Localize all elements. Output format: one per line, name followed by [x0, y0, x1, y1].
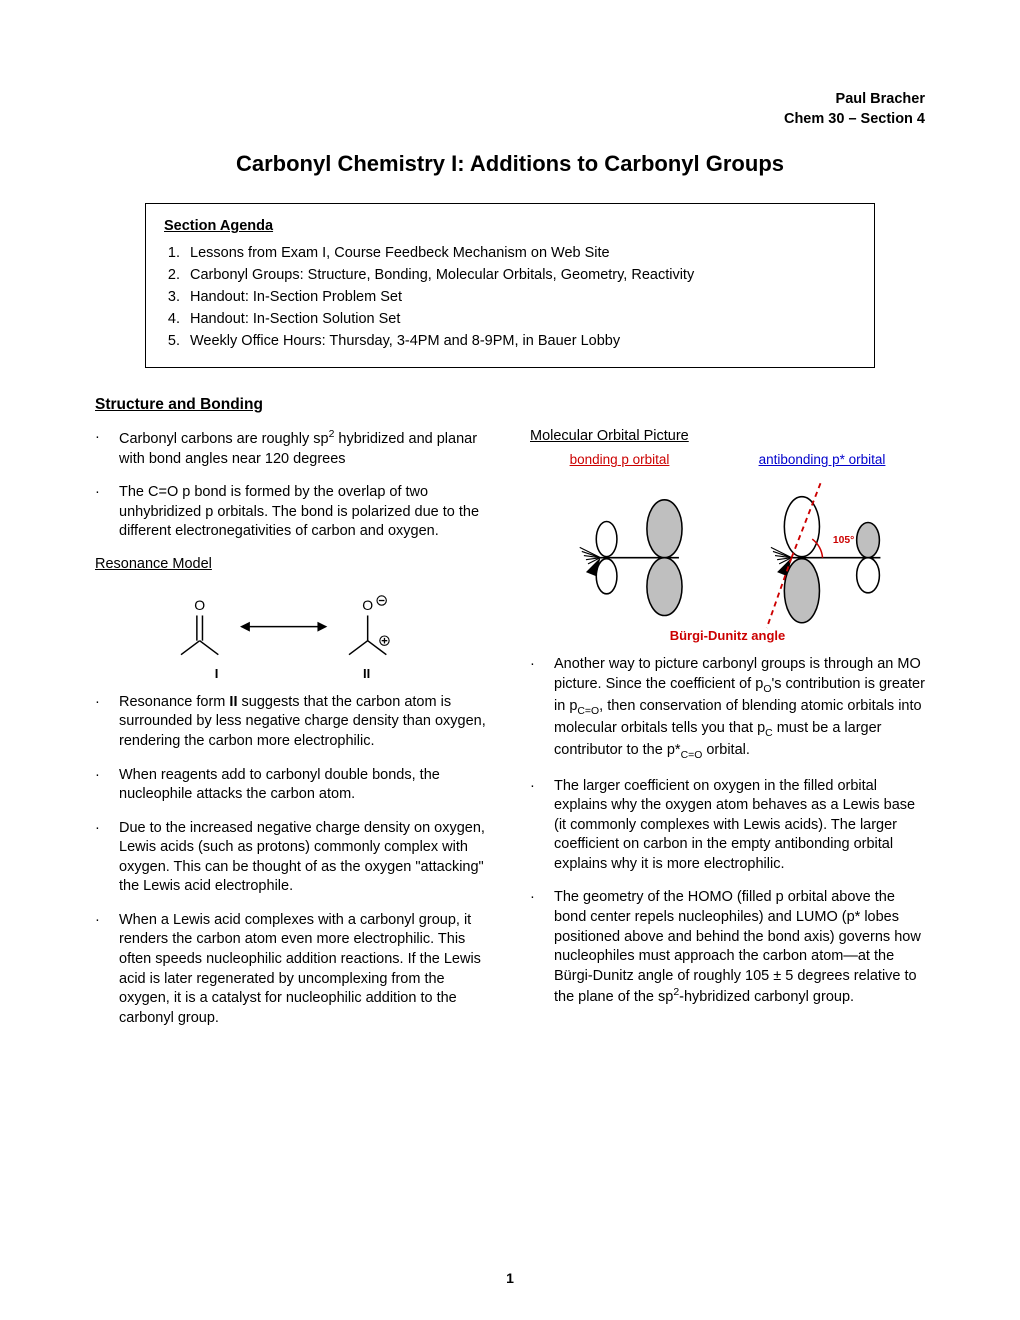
- bullet: When reagents add to carbonyl double bon…: [95, 766, 490, 805]
- bullet: Another way to picture carbonyl groups i…: [530, 655, 925, 762]
- agenda-item: Handout: In-Section Problem Set: [184, 287, 856, 308]
- left-column: Carbonyl carbons are roughly sp2 hybridi…: [95, 428, 490, 1042]
- section-heading: Structure and Bonding: [95, 396, 925, 414]
- svg-text:O: O: [194, 597, 205, 613]
- resonance-diagram: O O: [143, 580, 443, 664]
- agenda-heading: Section Agenda: [164, 216, 856, 237]
- bonding-label: bonding p orbital: [570, 452, 670, 467]
- agenda-item: Lessons from Exam I, Course Feedbeck Mec…: [184, 243, 856, 264]
- resonance-label-1: I: [215, 666, 219, 681]
- agenda-item: Handout: In-Section Solution Set: [184, 309, 856, 330]
- right-column: Molecular Orbital Picture bonding p orbi…: [530, 428, 925, 1042]
- author-name: Paul Bracher: [95, 90, 925, 110]
- resonance-heading: Resonance Model: [95, 556, 490, 572]
- mo-labels: bonding p orbital antibonding p* orbital: [530, 452, 925, 467]
- bullet: When a Lewis acid complexes with a carbo…: [95, 911, 490, 1028]
- agenda-list: Lessons from Exam I, Course Feedbeck Mec…: [164, 243, 856, 352]
- angle-value: 105°: [833, 535, 854, 546]
- orbital-diagram: 105°: [530, 475, 925, 630]
- header-block: Paul Bracher Chem 30 – Section 4: [95, 90, 925, 129]
- bullet: The larger coefficient on oxygen in the …: [530, 777, 925, 875]
- page-number: 1: [0, 1270, 1020, 1286]
- resonance-label-2: II: [363, 666, 370, 681]
- svg-text:O: O: [362, 597, 373, 613]
- bullet: Resonance form II suggests that the carb…: [95, 693, 490, 752]
- bullet: Carbonyl carbons are roughly sp2 hybridi…: [95, 428, 490, 469]
- course-line: Chem 30 – Section 4: [95, 110, 925, 130]
- burgi-dunitz-label: Bürgi-Dunitz angle: [530, 628, 925, 643]
- bullet: The geometry of the HOMO (filled p orbit…: [530, 888, 925, 1007]
- agenda-box: Section Agenda Lessons from Exam I, Cour…: [145, 203, 875, 368]
- mo-heading: Molecular Orbital Picture: [530, 428, 925, 444]
- bullet: The C=O p bond is formed by the overlap …: [95, 483, 490, 542]
- antibonding-label: antibonding p* orbital: [759, 452, 886, 467]
- two-column-body: Carbonyl carbons are roughly sp2 hybridi…: [95, 428, 925, 1042]
- agenda-item: Carbonyl Groups: Structure, Bonding, Mol…: [184, 265, 856, 286]
- page-title: Carbonyl Chemistry I: Additions to Carbo…: [95, 151, 925, 177]
- bullet: Due to the increased negative charge den…: [95, 819, 490, 897]
- agenda-item: Weekly Office Hours: Thursday, 3-4PM and…: [184, 331, 856, 352]
